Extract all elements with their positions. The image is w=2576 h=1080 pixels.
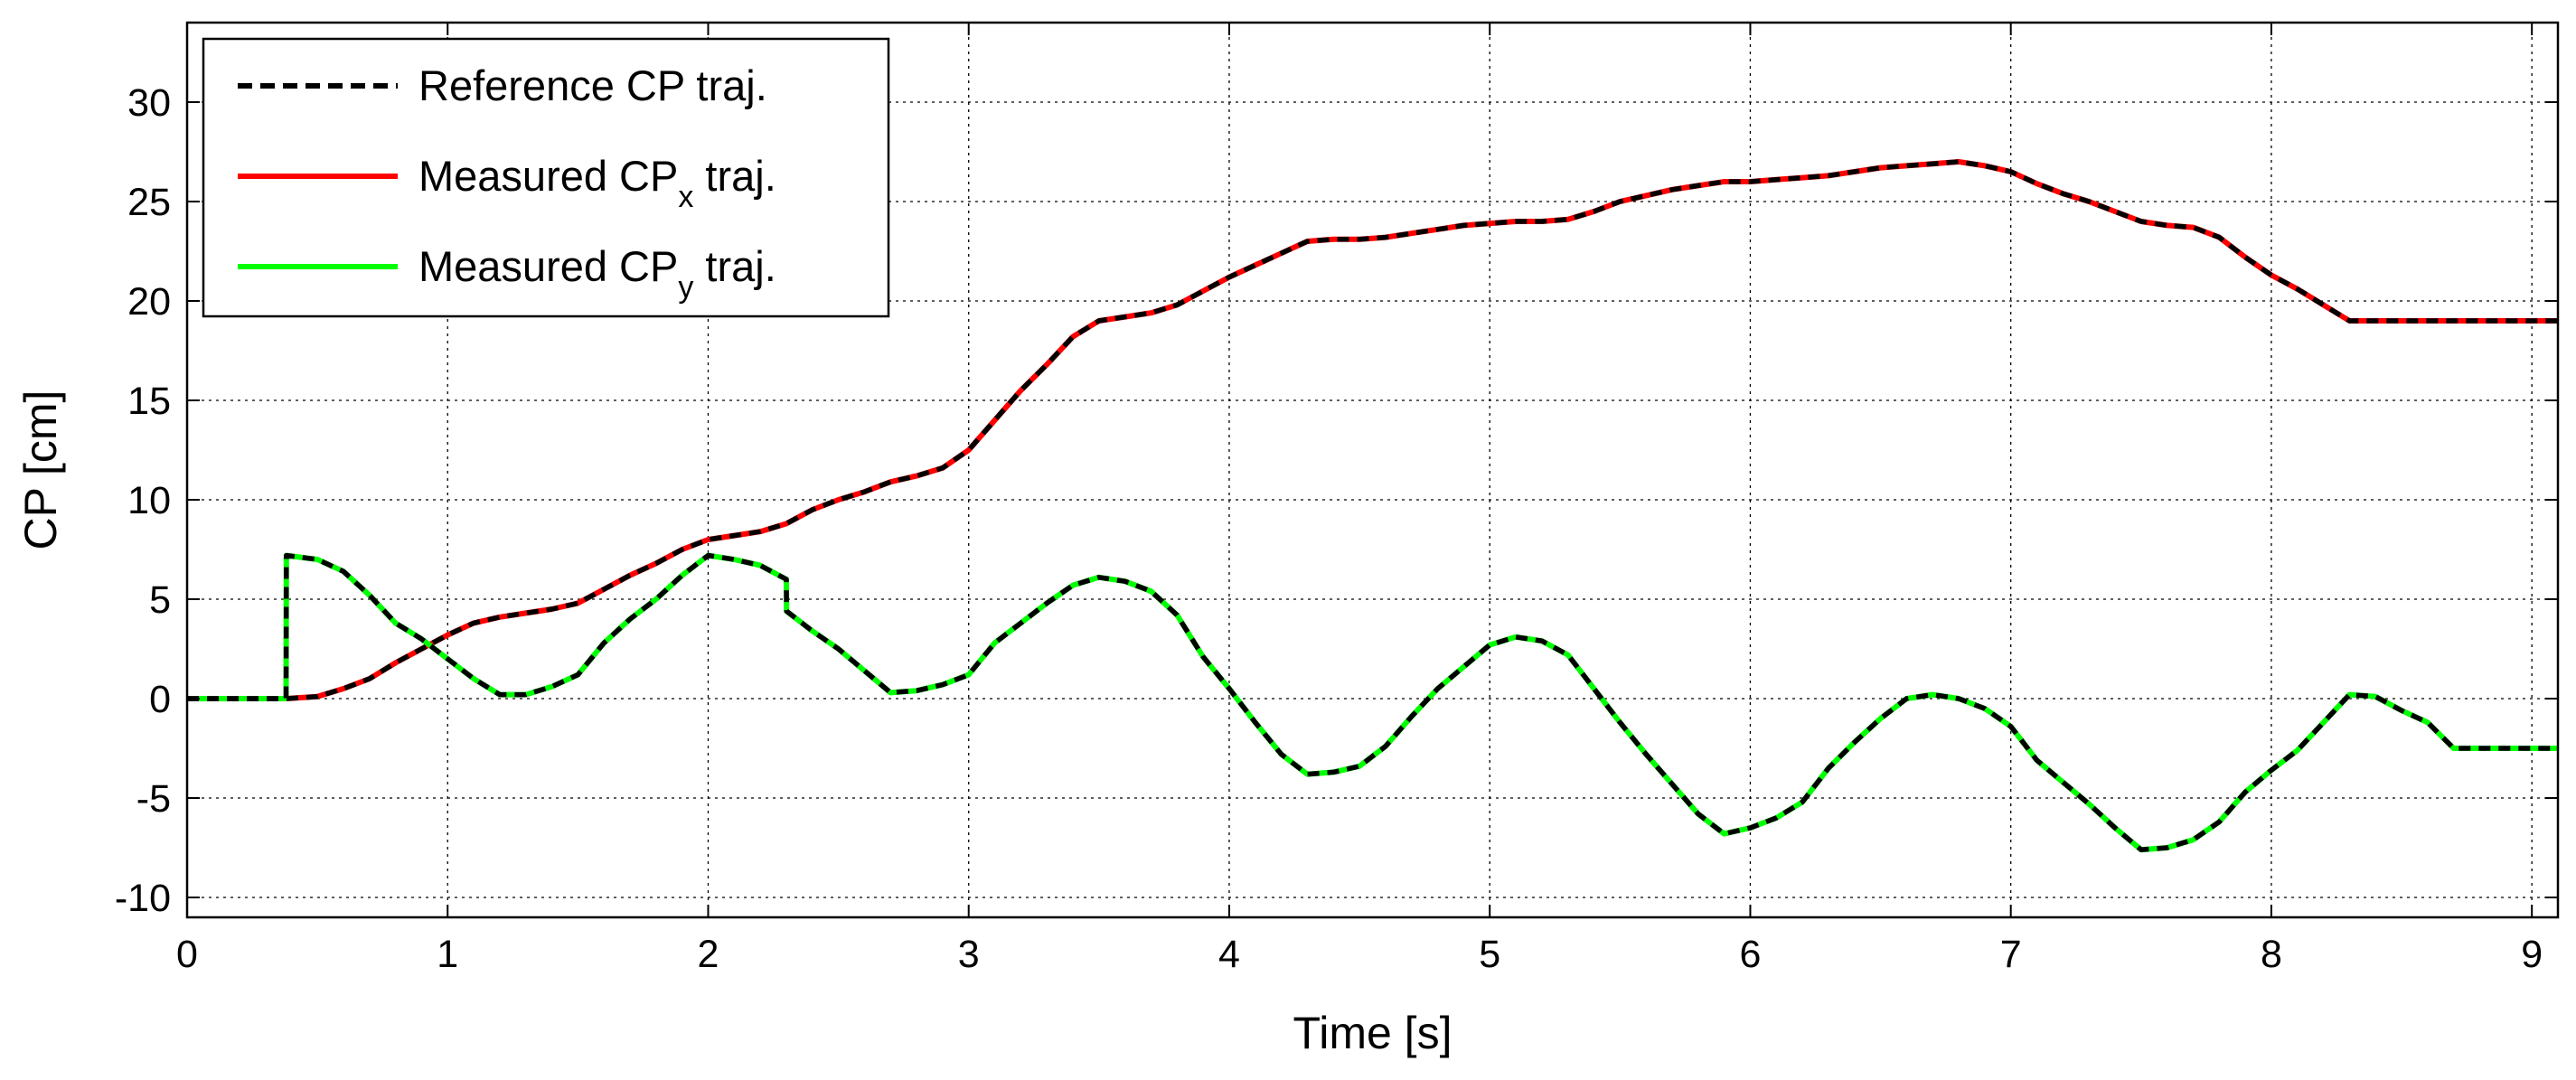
y-tick-label: 5 xyxy=(149,578,171,622)
x-tick-label: 8 xyxy=(2261,933,2282,976)
series-line-reference-cp-traj xyxy=(187,552,2558,852)
legend: Reference CP traj. Measured CPx traj. Meas… xyxy=(202,37,890,318)
legend-label: Measured CPx traj. xyxy=(418,152,776,214)
x-tick-label: 3 xyxy=(958,933,980,976)
y-tick-label: 30 xyxy=(127,81,171,125)
x-tick-label: 1 xyxy=(437,933,458,976)
y-tick-label: 0 xyxy=(149,678,171,721)
x-tick-label: 9 xyxy=(2521,933,2543,976)
x-tick-label: 4 xyxy=(1218,933,1240,976)
y-tick-label: -10 xyxy=(115,877,171,920)
y-tick-label: -5 xyxy=(136,777,171,821)
plot-frame xyxy=(185,21,2560,919)
series-layer xyxy=(187,159,2558,853)
legend-label: Measured CPy traj. xyxy=(418,242,776,305)
x-tick-label: 6 xyxy=(1739,933,1761,976)
y-tick-label: 25 xyxy=(127,181,171,224)
legend-label: Reference CP traj. xyxy=(418,61,767,109)
x-tick-label: 0 xyxy=(176,933,198,976)
series-line-reference-cp-traj xyxy=(187,159,2558,701)
axes: 0 1 2 3 4 5 6 7 8 9 -10 -5 0 5 10 15 20 25 30 xyxy=(115,23,2558,976)
x-tick-label: 2 xyxy=(698,933,719,976)
x-tick-label: 7 xyxy=(2000,933,2022,976)
y-tick-label: 20 xyxy=(127,280,171,324)
y-axis-label: CP [cm] xyxy=(15,390,66,550)
x-tick-label: 5 xyxy=(1479,933,1500,976)
x-axis-label: Time [s] xyxy=(1293,1008,1453,1058)
y-tick-label: 10 xyxy=(127,479,171,522)
y-tick-label: 15 xyxy=(127,380,171,423)
